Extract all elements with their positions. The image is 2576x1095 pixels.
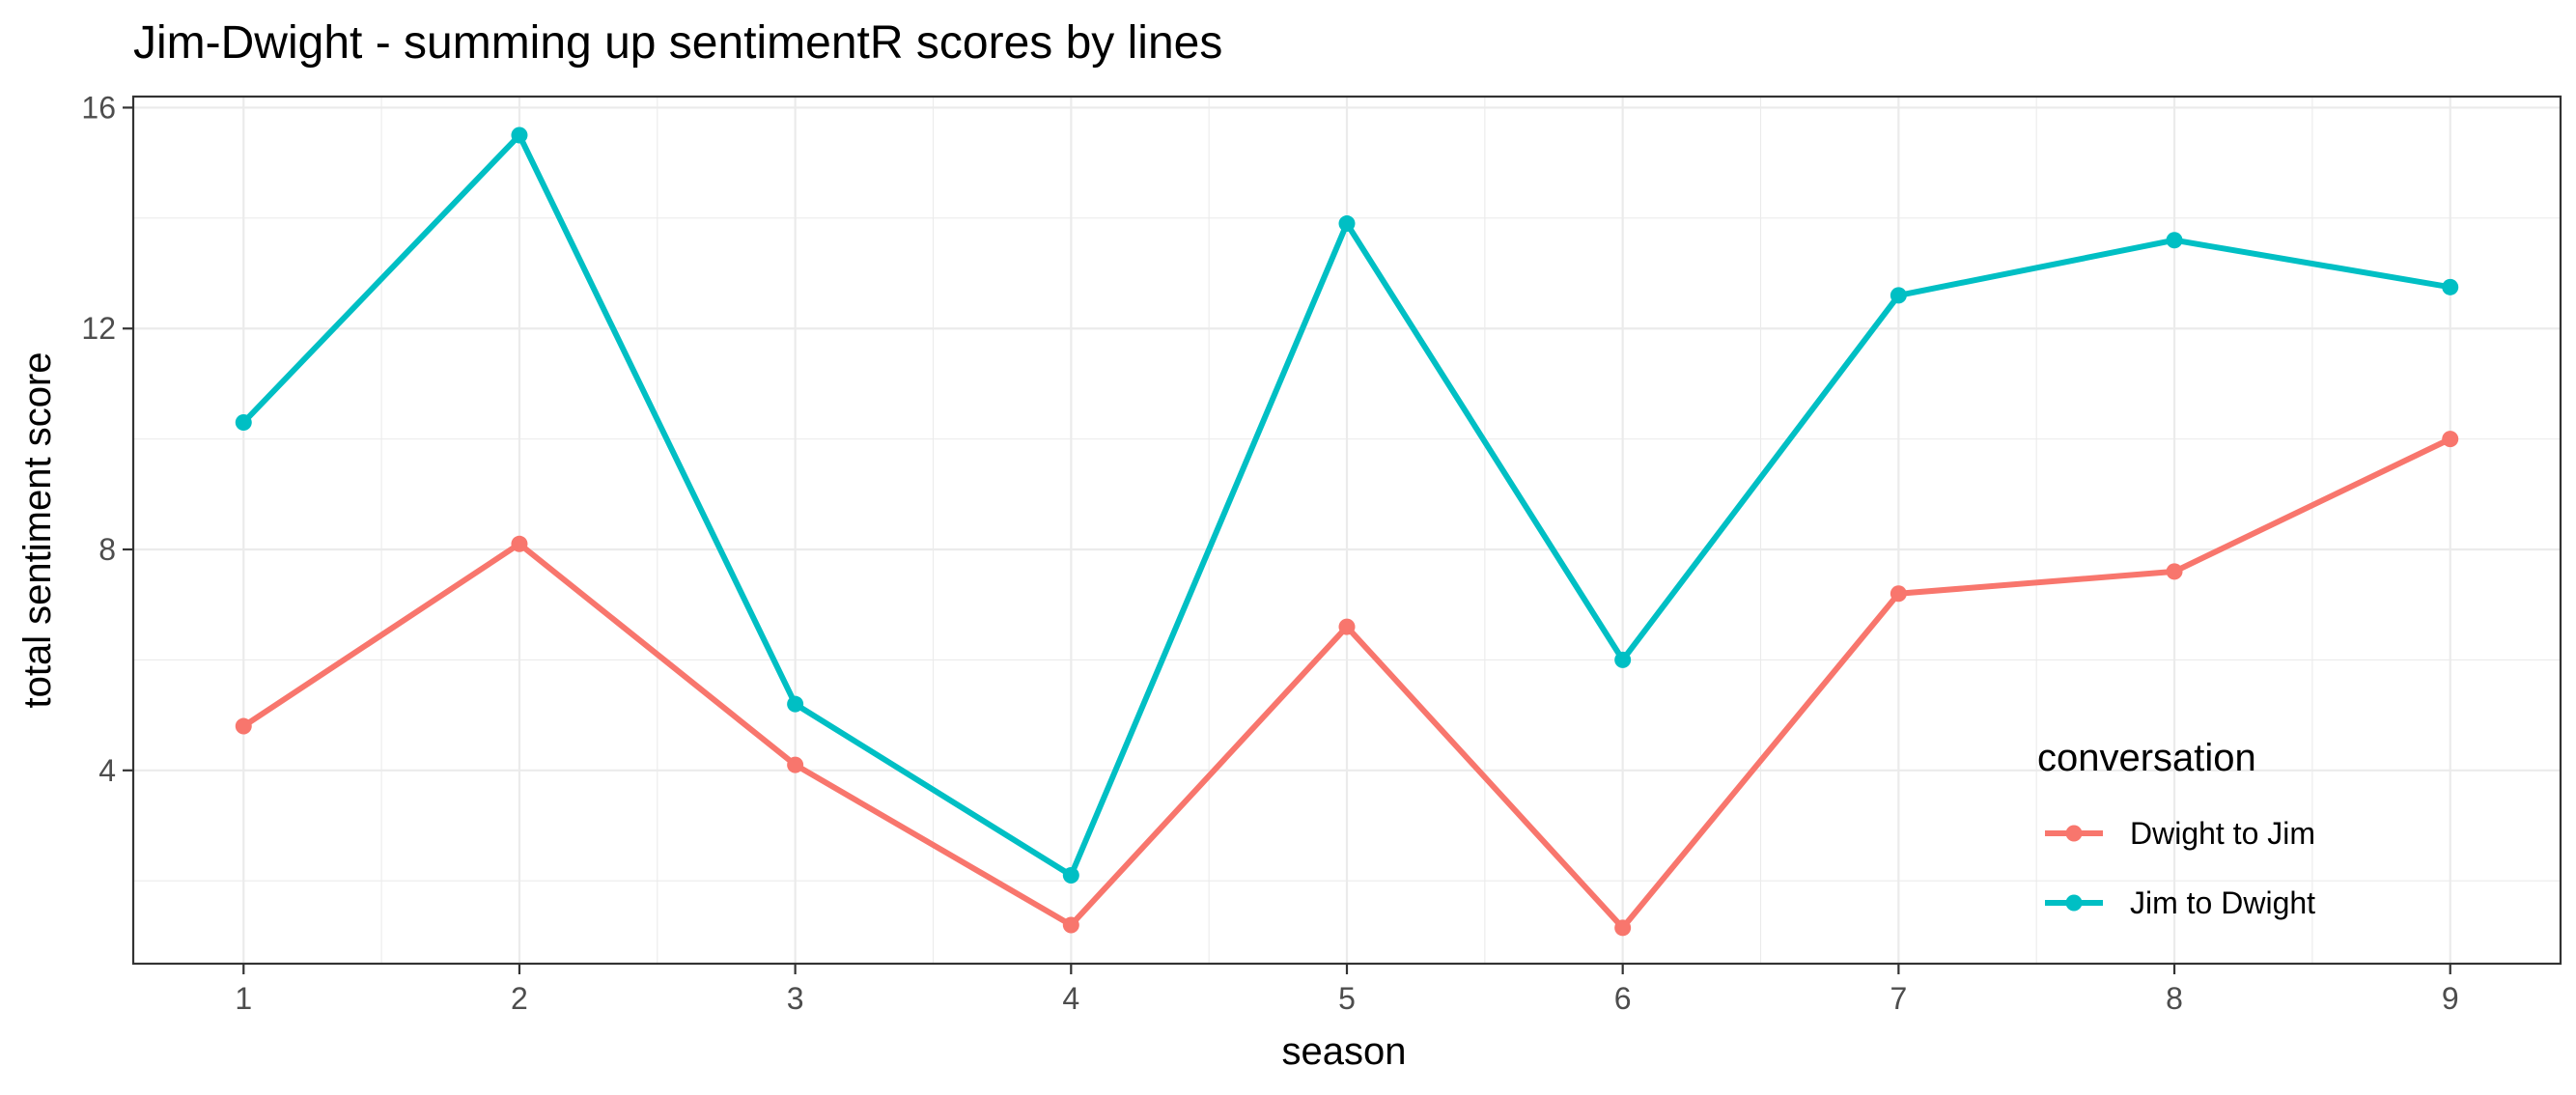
data-point [1890, 287, 1907, 304]
data-point [1062, 916, 1079, 934]
data-point [1614, 919, 1632, 937]
x-tick-label: 4 [1062, 981, 1079, 1016]
x-tick-label: 5 [1338, 981, 1356, 1016]
y-axis-title: total sentiment score [16, 351, 59, 708]
y-tick-label: 4 [98, 753, 116, 788]
legend: conversation Dwight to Jim Jim to Dwight [2037, 737, 2315, 920]
data-point [1338, 618, 1356, 635]
data-point [787, 756, 804, 773]
y-axis: 4 8 12 16 [81, 90, 133, 788]
legend-key-point [2065, 894, 2083, 912]
data-point [1062, 866, 1079, 884]
data-point [1890, 585, 1907, 603]
x-tick-label: 1 [235, 981, 252, 1016]
x-tick-label: 9 [2442, 981, 2459, 1016]
legend-label: Dwight to Jim [2130, 816, 2315, 851]
series-layer [235, 126, 2459, 937]
series-2 [235, 126, 2459, 884]
data-point [511, 126, 528, 144]
chart-title: Jim-Dwight - summing up sentimentR score… [133, 17, 1222, 69]
legend-item: Dwight to Jim [2045, 816, 2315, 851]
data-point [787, 695, 804, 713]
x-tick-label: 6 [1614, 981, 1632, 1016]
y-tick-label: 8 [98, 532, 116, 567]
y-tick-label: 12 [81, 311, 116, 346]
grid [133, 97, 2561, 964]
data-point [2442, 278, 2459, 295]
legend-item: Jim to Dwight [2045, 885, 2315, 920]
data-point [2166, 232, 2183, 249]
legend-key-point [2065, 825, 2083, 842]
data-point [235, 413, 252, 431]
series-1 [235, 431, 2459, 937]
data-point [1614, 651, 1632, 668]
x-axis-title: season [1282, 1030, 1407, 1073]
x-tick-label: 7 [1890, 981, 1907, 1016]
data-point [1338, 215, 1356, 233]
y-tick-label: 16 [81, 90, 116, 125]
x-tick-label: 3 [787, 981, 804, 1016]
x-tick-label: 8 [2166, 981, 2183, 1016]
legend-label: Jim to Dwight [2130, 885, 2315, 920]
x-tick-label: 2 [511, 981, 528, 1016]
x-axis: 1 2 3 4 5 6 7 8 9 [235, 964, 2459, 1016]
data-point [2166, 563, 2183, 580]
data-point [2442, 431, 2459, 448]
data-point [511, 535, 528, 552]
legend-title: conversation [2037, 737, 2256, 779]
data-point [235, 717, 252, 735]
